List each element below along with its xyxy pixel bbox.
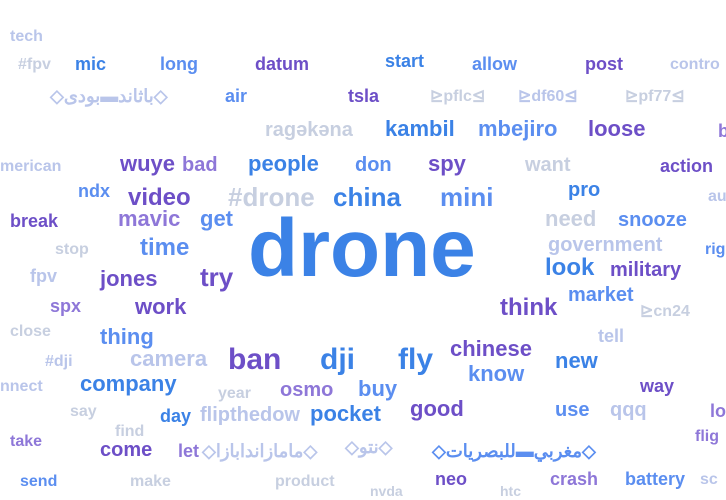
word: mbejiro — [478, 118, 557, 140]
word: ⊵pf77⊴ — [625, 89, 685, 105]
word-cloud: dronetry#dronechinaminivideogetmavictime… — [0, 0, 726, 500]
word: ⊵df60⊴ — [518, 89, 578, 105]
word: loose — [588, 118, 645, 140]
word: don — [355, 155, 392, 175]
word: way — [640, 377, 674, 395]
word: jones — [100, 268, 157, 290]
word: sc — [700, 472, 718, 488]
word: flig — [695, 429, 719, 445]
word: battery — [625, 470, 685, 488]
word: ◇مامازاندابازا◇ — [202, 442, 317, 460]
word: thing — [100, 326, 154, 348]
word: lo — [710, 402, 726, 420]
word: kambil — [385, 118, 455, 140]
word: make — [130, 474, 171, 490]
word: people — [248, 153, 319, 175]
word: b — [718, 122, 726, 140]
word: ◇نتو◇ — [345, 438, 392, 456]
word: fpv — [30, 267, 57, 285]
word: start — [385, 52, 424, 70]
word: tech — [10, 29, 43, 45]
word: buy — [358, 378, 397, 400]
word: ban — [228, 345, 281, 375]
word: pocket — [310, 403, 381, 425]
word: good — [410, 398, 464, 420]
word: pro — [568, 180, 600, 200]
word: merican — [0, 159, 61, 175]
word: long — [160, 55, 198, 73]
word: spx — [50, 297, 81, 315]
word: try — [200, 264, 233, 290]
word: nnect — [0, 379, 43, 395]
word: ⊵cn24 — [640, 304, 690, 320]
word: ragəkəna — [265, 120, 353, 140]
word: neo — [435, 470, 467, 488]
word: #dji — [45, 354, 73, 370]
word: day — [160, 407, 191, 425]
word: qqq — [610, 400, 647, 420]
word: military — [610, 260, 681, 280]
word: ◇باثاند▬بودى◇ — [50, 87, 168, 105]
word: use — [555, 400, 589, 420]
word: get — [200, 208, 233, 230]
word: dji — [320, 345, 355, 375]
word: flipthedow — [200, 405, 300, 425]
word: crash — [550, 470, 598, 488]
word: say — [70, 404, 97, 420]
word: tell — [598, 327, 624, 345]
word: take — [10, 434, 42, 450]
word: au — [708, 189, 726, 205]
word: product — [275, 474, 335, 490]
word: let — [178, 442, 199, 460]
word: know — [468, 363, 524, 385]
word: camera — [130, 348, 207, 370]
word: mavic — [118, 208, 180, 230]
word: chinese — [450, 338, 532, 360]
word: stop — [55, 242, 89, 258]
word: osmo — [280, 380, 333, 400]
word: close — [10, 324, 51, 340]
word: rig — [705, 242, 725, 258]
word: government — [548, 235, 662, 255]
word: come — [100, 440, 152, 460]
word: drone — [248, 208, 476, 290]
word: fly — [398, 345, 433, 375]
word: need — [545, 208, 596, 230]
word: air — [225, 87, 247, 105]
word: time — [140, 236, 189, 260]
word: #fpv — [18, 57, 51, 73]
word: ◇مغربي▬للبصريات◇ — [432, 442, 596, 460]
word: mic — [75, 55, 106, 73]
word: want — [525, 155, 571, 175]
word: new — [555, 350, 598, 372]
word: mini — [440, 184, 493, 210]
word: htc — [500, 484, 521, 498]
word: action — [660, 157, 713, 175]
word: china — [333, 184, 401, 210]
word: nvda — [370, 484, 403, 498]
word: send — [20, 474, 57, 490]
word: work — [135, 296, 186, 318]
word: post — [585, 55, 623, 73]
word: tsla — [348, 87, 379, 105]
word: ndx — [78, 182, 110, 200]
word: find — [115, 424, 144, 440]
word: break — [10, 212, 58, 230]
word: #drone — [228, 184, 315, 210]
word: datum — [255, 55, 309, 73]
word: spy — [428, 153, 466, 175]
word: year — [218, 386, 251, 402]
word: wuye — [120, 153, 175, 175]
word: think — [500, 296, 557, 320]
word: allow — [472, 55, 517, 73]
word: market — [568, 285, 634, 305]
word: ⊵pflc⊴ — [430, 89, 485, 105]
word: company — [80, 373, 177, 395]
word: snooze — [618, 210, 687, 230]
word: look — [545, 256, 594, 280]
word: contro — [670, 57, 720, 73]
word: bad — [182, 155, 218, 175]
